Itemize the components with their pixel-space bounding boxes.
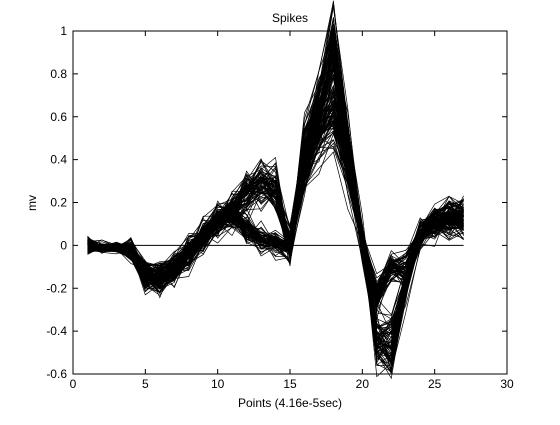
y-tick-label: -0.6 xyxy=(46,367,67,381)
y-tick-label: 0 xyxy=(60,238,67,252)
spike-trace-2-66 xyxy=(87,132,464,289)
y-tick-label: 0.4 xyxy=(50,153,67,167)
spike-trace-2-67 xyxy=(87,103,464,311)
y-tick-label: 0.6 xyxy=(50,110,67,124)
x-tick-label: 30 xyxy=(500,377,514,391)
spike-trace-1-78 xyxy=(87,46,464,362)
spike-trace-2-70 xyxy=(87,104,464,309)
y-tick-label: 1 xyxy=(60,24,67,38)
spike-traces xyxy=(87,0,464,380)
plot-background xyxy=(73,31,507,374)
y-tick-label: 0.2 xyxy=(50,196,67,210)
spike-trace-2-56 xyxy=(87,127,464,297)
y-tick-label: -0.2 xyxy=(46,281,67,295)
y-axis: -0.6 -0.4 -0.2 0 0.2 0.4 0.6 0.8 1 xyxy=(46,24,507,381)
x-axis: 0 5 10 15 20 25 30 xyxy=(70,31,514,391)
x-tick-label: 25 xyxy=(428,377,442,391)
chart-title: Spikes xyxy=(272,11,308,25)
spike-trace-2-65 xyxy=(87,120,464,294)
x-axis-label: Points (4.16e-5sec) xyxy=(238,396,342,410)
x-tick-label: 15 xyxy=(283,377,297,391)
y-axis-label: mv xyxy=(25,195,39,211)
spike-trace-2-63 xyxy=(87,114,464,302)
y-tick-label: -0.4 xyxy=(46,324,67,338)
x-tick-label: 20 xyxy=(356,377,370,391)
y-tick-label: 0.8 xyxy=(50,67,67,81)
spike-trace-2-69 xyxy=(87,91,464,299)
x-tick-label: 5 xyxy=(142,377,149,391)
x-tick-label: 10 xyxy=(211,377,225,391)
x-tick-label: 0 xyxy=(70,377,77,391)
spike-trace-2-64 xyxy=(87,120,464,298)
